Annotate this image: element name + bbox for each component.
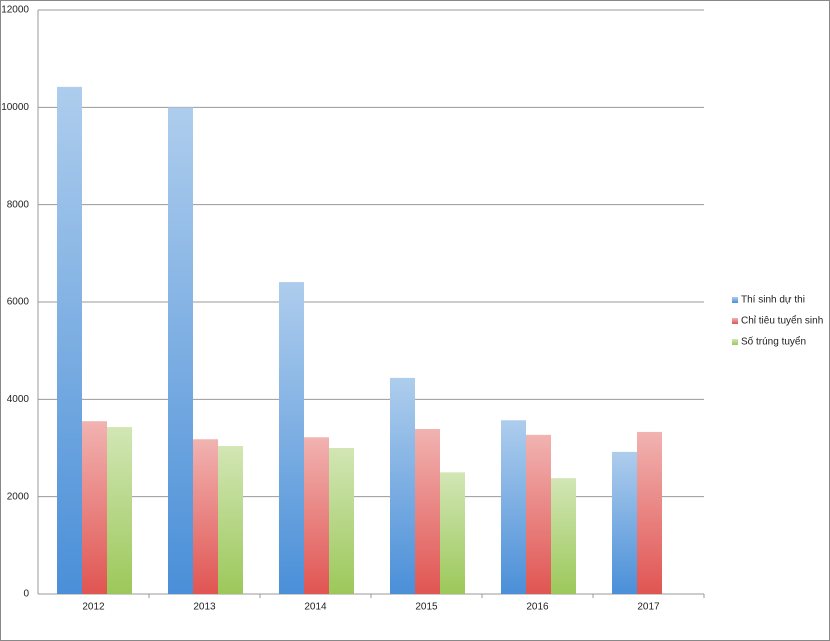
bar xyxy=(304,437,329,594)
y-tick-label: 2000 xyxy=(7,491,30,502)
bar xyxy=(637,431,662,594)
bar xyxy=(57,86,82,594)
y-tick-label: 6000 xyxy=(7,297,30,308)
legend-swatch xyxy=(732,318,738,324)
legend-label: Số trúng tuyển xyxy=(741,336,806,348)
bar xyxy=(526,434,551,594)
y-tick-label: 8000 xyxy=(7,199,30,210)
bar xyxy=(279,282,304,594)
legend-swatch xyxy=(732,297,738,303)
bar xyxy=(415,429,440,594)
y-tick-label: 10000 xyxy=(1,102,29,113)
bar xyxy=(107,427,132,594)
x-tick-label: 2017 xyxy=(637,602,660,613)
bar xyxy=(612,451,637,594)
bar xyxy=(329,448,354,594)
y-tick-label: 0 xyxy=(23,589,29,600)
legend-swatch xyxy=(732,339,738,345)
y-tick-label: 12000 xyxy=(1,5,29,16)
bar xyxy=(218,446,243,594)
x-tick-label: 2015 xyxy=(415,602,438,613)
bar xyxy=(193,439,218,594)
bar xyxy=(551,478,576,594)
x-tick-label: 2012 xyxy=(82,602,105,613)
x-tick-label: 2013 xyxy=(193,602,216,613)
legend-label: Thí sinh dự thi xyxy=(741,295,805,306)
legend-label: Chỉ tiêu tuyển sinh xyxy=(741,315,823,327)
y-tick-label: 4000 xyxy=(7,394,30,405)
bar xyxy=(501,420,526,594)
bar xyxy=(390,377,415,594)
x-tick-label: 2016 xyxy=(526,602,549,613)
bar xyxy=(440,472,465,594)
bar xyxy=(82,421,107,594)
x-tick-label: 2014 xyxy=(304,602,327,613)
bar xyxy=(168,107,193,594)
